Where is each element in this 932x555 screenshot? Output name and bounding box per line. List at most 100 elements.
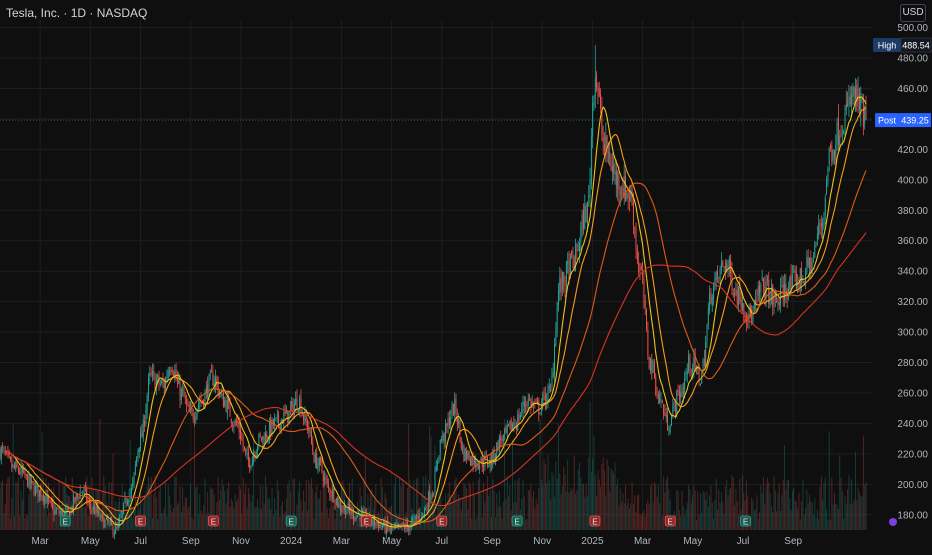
- candle-body: [595, 78, 596, 96]
- candle-body: [661, 399, 662, 400]
- candle-body: [816, 242, 817, 247]
- candle-body: [856, 85, 857, 107]
- candle-body: [683, 388, 684, 395]
- volume-bar: [533, 491, 534, 530]
- volume-bar: [692, 495, 693, 530]
- candle-body: [199, 402, 200, 403]
- volume-bar: [785, 489, 786, 530]
- candle-body: [572, 254, 573, 259]
- candle-body: [23, 469, 24, 472]
- volume-bar: [621, 502, 622, 530]
- time-tick-label: Jul: [134, 536, 147, 547]
- volume-bar: [833, 505, 834, 530]
- candle-body: [592, 103, 593, 137]
- volume-bar: [159, 491, 160, 530]
- candle-body: [820, 224, 821, 225]
- volume-bar: [479, 477, 480, 530]
- candle-body: [553, 372, 554, 376]
- volume-bar: [264, 504, 265, 530]
- volume-bar: [51, 488, 52, 530]
- volume-bar: [251, 502, 252, 530]
- candle-body: [186, 401, 187, 404]
- time-tick-label: May: [683, 536, 702, 547]
- candle-body: [42, 496, 43, 497]
- candle-body: [82, 492, 83, 494]
- price-tick-label: 260.00: [897, 388, 928, 399]
- price-tick-label: 240.00: [897, 419, 928, 430]
- volume-bar: [580, 477, 581, 530]
- volume-bar: [728, 495, 729, 530]
- candle-body: [529, 400, 530, 401]
- volume-bar: [530, 484, 531, 530]
- volume-bar: [758, 519, 759, 530]
- candle-body: [821, 223, 822, 226]
- candle-body: [640, 269, 641, 270]
- volume-bar: [233, 508, 234, 530]
- candle-body: [132, 481, 133, 486]
- volume-bar: [281, 506, 282, 530]
- candle-body: [385, 521, 386, 533]
- candle-body: [858, 89, 859, 103]
- candle-body: [688, 356, 689, 371]
- candle-body: [131, 488, 132, 493]
- volume-bar: [721, 492, 722, 530]
- volume-bar: [766, 485, 767, 530]
- price-axis[interactable]: 180.00200.00220.00240.00260.00280.00300.…: [897, 23, 928, 521]
- volume-bar: [199, 494, 200, 530]
- volume-bar: [799, 493, 800, 530]
- volume-bar: [260, 485, 261, 530]
- candle-body: [130, 492, 131, 498]
- volume-bar: [772, 512, 773, 530]
- candle-body: [538, 401, 539, 414]
- candle-body: [411, 522, 412, 529]
- volume-bar: [601, 464, 602, 530]
- candle-body: [753, 310, 754, 323]
- volume-bar: [276, 510, 277, 530]
- volume-bar: [528, 490, 529, 530]
- candle-body: [74, 497, 75, 502]
- candle-body: [389, 528, 390, 530]
- volume-bar: [850, 504, 851, 530]
- volume-bar: [818, 520, 819, 530]
- time-tick-label: Mar: [333, 536, 351, 547]
- candle-body: [855, 89, 856, 99]
- volume-bar: [729, 490, 730, 530]
- volume-bar: [31, 489, 32, 530]
- volume-bar: [696, 520, 697, 530]
- candle-body: [470, 460, 471, 465]
- candle-body: [316, 454, 317, 469]
- candle-body: [122, 511, 123, 517]
- volume-bar: [433, 502, 434, 530]
- candle-body: [804, 281, 805, 283]
- candle-body: [680, 392, 681, 397]
- volume-bar: [484, 503, 485, 530]
- candle-body: [47, 496, 48, 503]
- candle-body: [579, 243, 580, 252]
- candle-body: [505, 427, 506, 432]
- volume-bar: [617, 479, 618, 530]
- candle-body: [136, 457, 137, 467]
- volume-bar: [191, 517, 192, 530]
- volume-bar: [164, 507, 165, 530]
- time-tick-label: Mar: [634, 536, 652, 547]
- candle-body: [587, 201, 588, 224]
- volume-bar: [2, 480, 3, 530]
- volume-bar: [283, 514, 284, 530]
- price-tick-label: 480.00: [897, 54, 928, 65]
- candle-body: [859, 93, 860, 110]
- candle-body: [102, 516, 103, 517]
- moving-averages: [5, 97, 866, 528]
- currency-button[interactable]: USD: [900, 4, 926, 22]
- time-tick-label: Mar: [32, 536, 50, 547]
- candle-body: [26, 474, 27, 475]
- volume-bar: [495, 517, 496, 530]
- candle-body: [760, 284, 761, 292]
- volume-bar: [608, 466, 609, 530]
- candle-body: [795, 270, 796, 274]
- candle-body: [716, 272, 717, 280]
- volume-bar: [680, 516, 681, 530]
- candle-body: [780, 287, 781, 305]
